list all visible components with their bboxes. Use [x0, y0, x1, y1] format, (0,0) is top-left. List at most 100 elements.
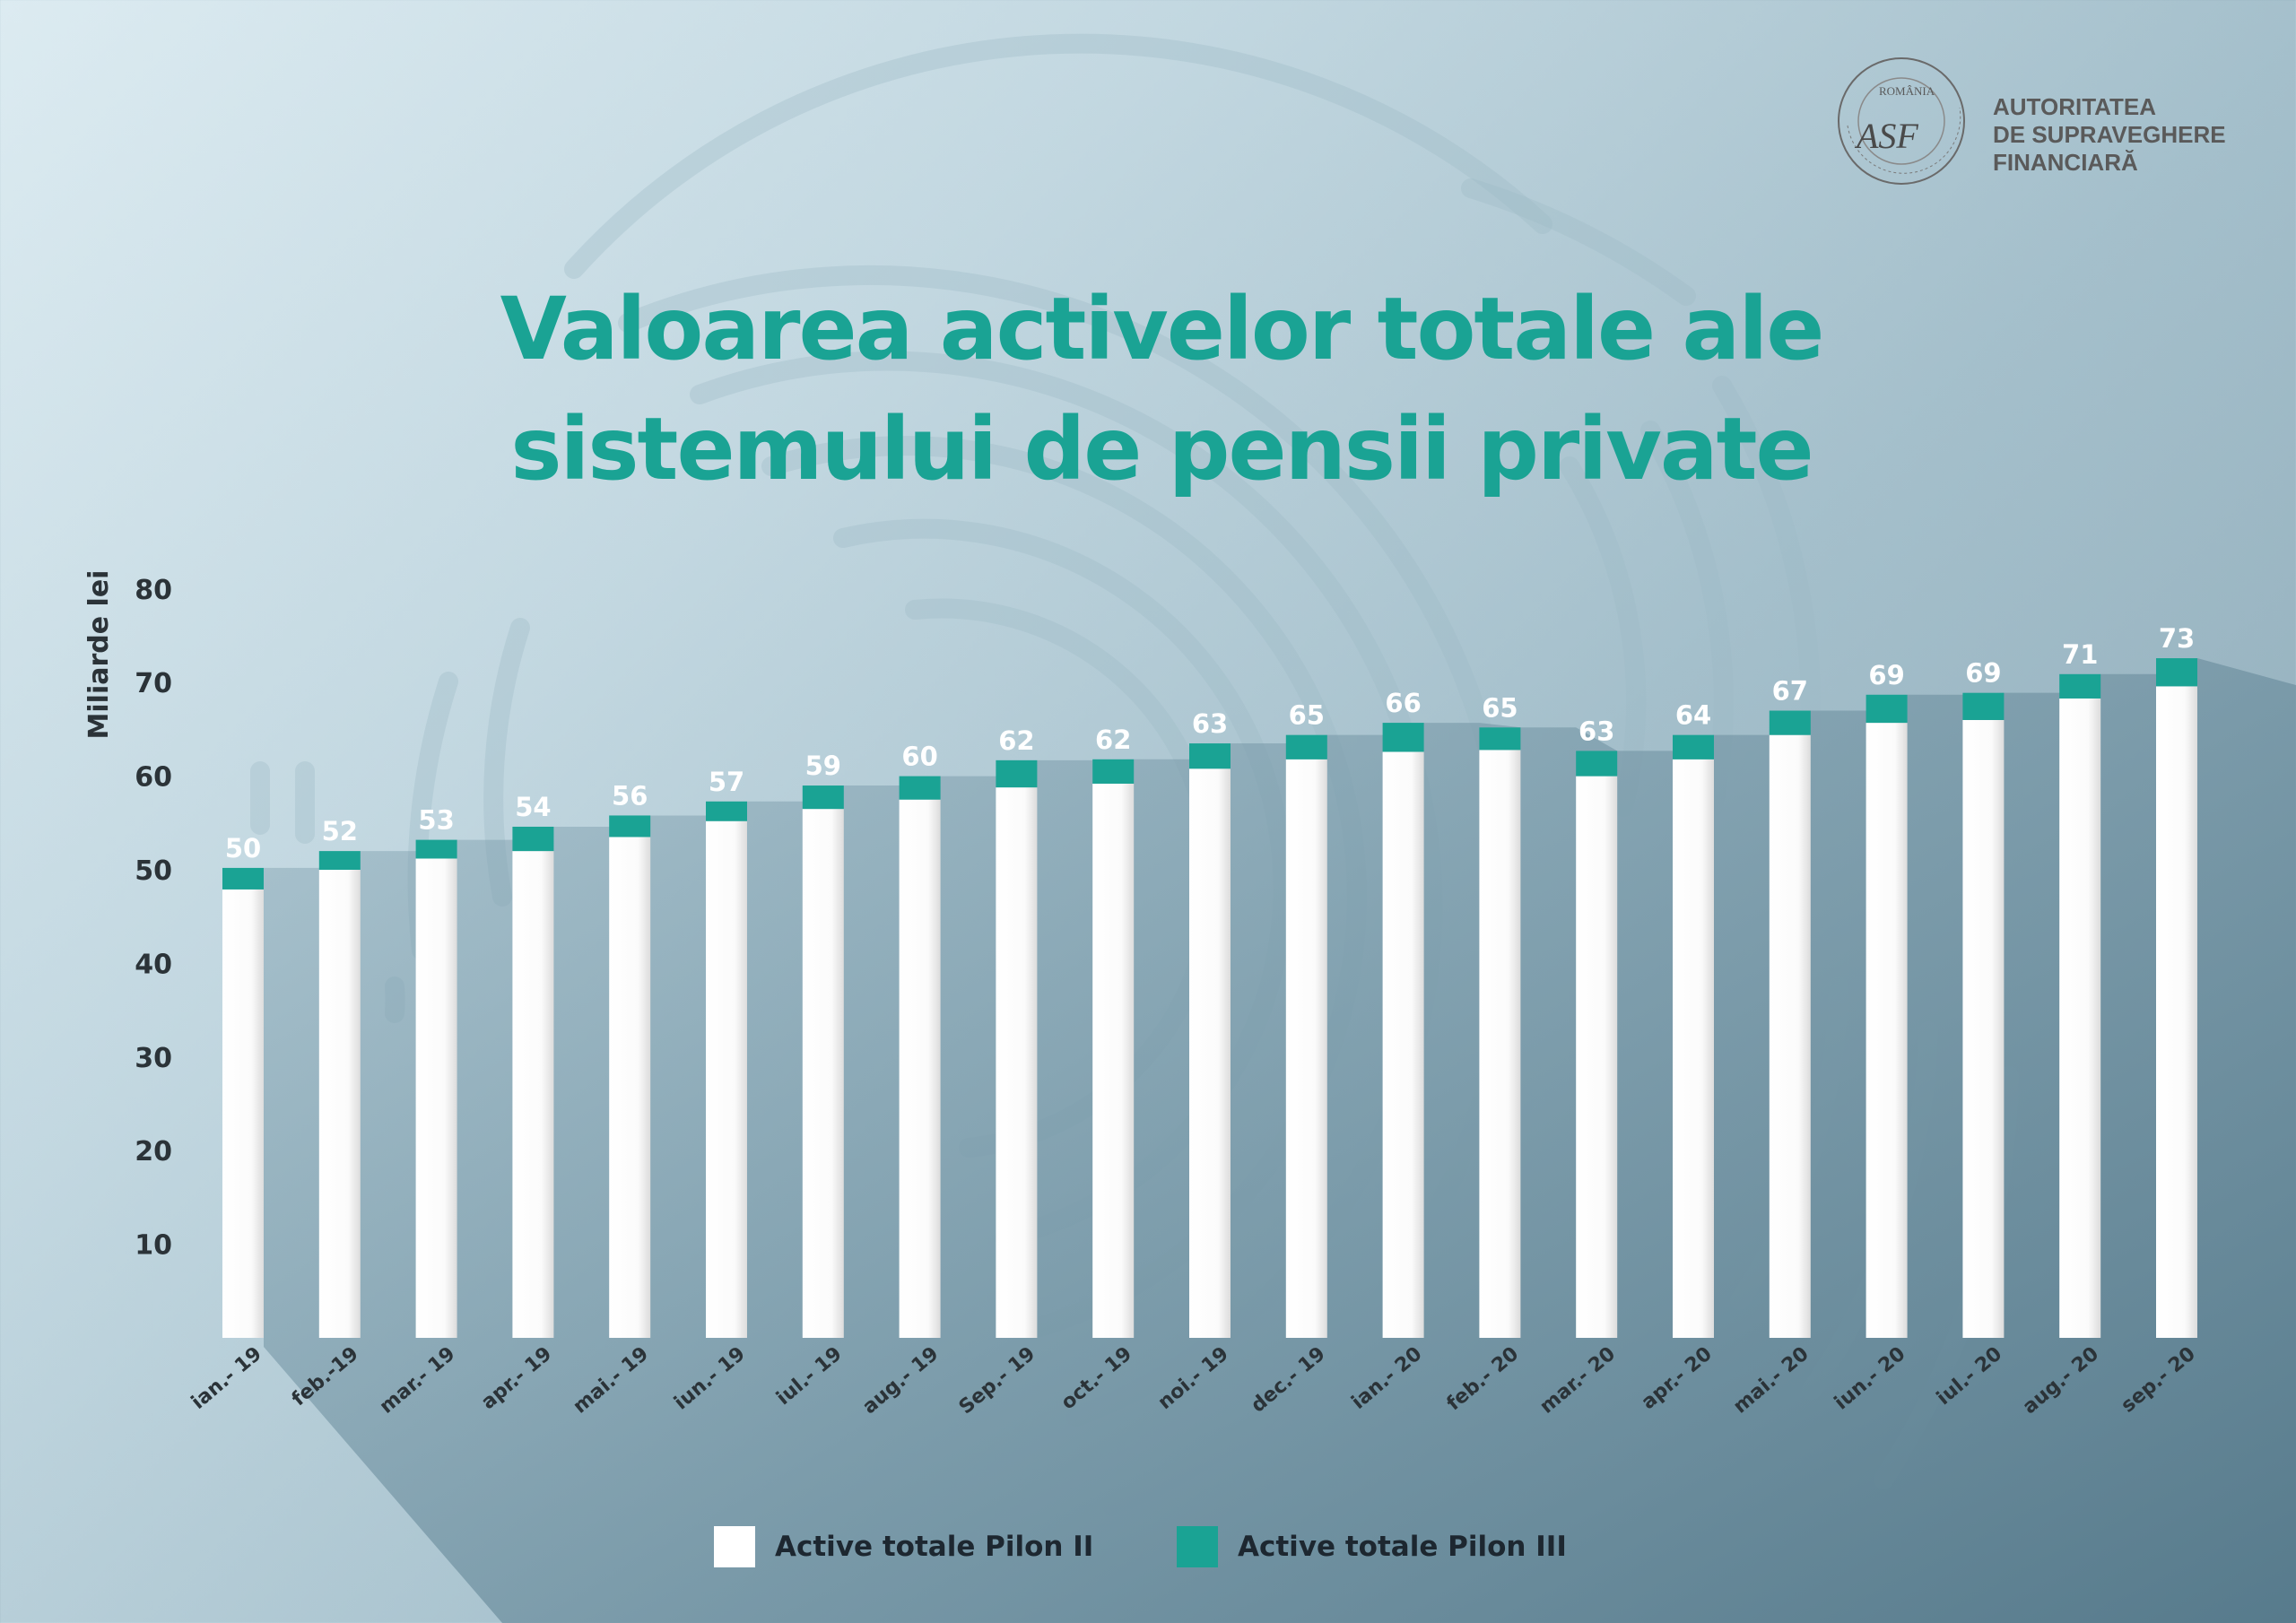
- y-tick-label: 40: [135, 949, 172, 980]
- legend-item-pilon2: Active totale Pilon II: [714, 1526, 1093, 1567]
- bar-pilon2: [415, 858, 457, 1338]
- asf-logo-text: AUTORITATEA DE SUPRAVEGHERE FINANCIARĂ: [1993, 93, 2226, 177]
- y-tick-label: 10: [135, 1230, 172, 1262]
- bar-total-label: 67: [1772, 676, 1808, 707]
- bar-pilon2: [706, 820, 747, 1338]
- x-tick-label: mai.- 19: [570, 1342, 654, 1418]
- x-tick-label: aug.- 19: [858, 1342, 943, 1419]
- bar-pilon3: [1382, 723, 1424, 752]
- x-axis-ticks: ian.- 19 feb.-19 mar.- 19 apr.- 19 mai.- 19 i…: [187, 1342, 2200, 1419]
- bar-pilon3: [222, 867, 264, 890]
- bar-pilon3: [1866, 694, 1908, 724]
- bar-pilon2: [222, 889, 264, 1338]
- logo-name-line1: AUTORITATEA: [1993, 93, 2156, 120]
- bar-pilon3: [2059, 673, 2101, 699]
- x-tick-label: feb.- 20: [1443, 1342, 1524, 1415]
- legend-swatch-pilon3: [1177, 1526, 1218, 1567]
- bar-pilon3: [512, 826, 554, 852]
- x-tick-label: ian.- 19: [187, 1342, 266, 1413]
- bar-pilon3: [1189, 743, 1231, 769]
- bars: [222, 658, 2197, 1338]
- bar-pilon2: [1673, 759, 1714, 1338]
- legend-item-pilon3: Active totale Pilon III: [1177, 1526, 1567, 1567]
- x-tick-label: sep.- 20: [2118, 1342, 2200, 1417]
- bar-pilon2: [1479, 750, 1521, 1338]
- x-tick-label: apr.- 20: [1638, 1342, 1717, 1414]
- x-tick-label: dec.- 19: [1247, 1342, 1329, 1417]
- y-tick-label: 70: [135, 668, 172, 699]
- bar-pilon3: [996, 759, 1038, 788]
- bar-total-label: 56: [612, 780, 648, 811]
- legend-label-pilon2: Active totale Pilon II: [775, 1531, 1094, 1563]
- bar-total-label: 60: [901, 742, 937, 772]
- bar-pilon2: [996, 787, 1038, 1338]
- x-tick-label: apr.- 19: [477, 1342, 556, 1414]
- bar-pilon2: [318, 870, 361, 1338]
- bar-pilon3: [802, 785, 844, 810]
- bar-pilon3: [318, 851, 361, 870]
- bar-pilon2: [1285, 759, 1327, 1338]
- x-tick-label: mar.- 20: [1535, 1342, 1620, 1418]
- x-tick-label: iun.- 20: [1831, 1342, 1910, 1414]
- bar-pilon3: [1673, 734, 1714, 759]
- x-tick-label: noi.- 19: [1154, 1342, 1233, 1414]
- bar-total-label: 63: [1578, 716, 1614, 746]
- x-tick-label: mar.- 19: [376, 1342, 460, 1418]
- bar-pilon2: [1866, 723, 1908, 1338]
- x-tick-label: mai.- 20: [1729, 1342, 1813, 1418]
- bar-pilon3: [1479, 727, 1521, 751]
- bar-pilon2: [1962, 719, 2005, 1338]
- data-labels: 50 52 53 54 56 57 59 60 62 62 63 65 66 65 63 64 67 69 69 71…: [225, 623, 2195, 864]
- bar-pilon2: [802, 809, 844, 1338]
- bar-total-label: 50: [225, 833, 261, 864]
- bar-pilon2: [609, 837, 651, 1338]
- bar-total-label: 65: [1482, 692, 1518, 723]
- bar-total-label: 62: [998, 725, 1034, 756]
- x-tick-label: aug.- 20: [2019, 1342, 2103, 1419]
- bar-total-label: 63: [1192, 708, 1228, 739]
- y-tick-label: 30: [135, 1043, 172, 1074]
- bar-total-label: 69: [1868, 660, 1904, 690]
- bar-pilon3: [1576, 751, 1618, 777]
- x-tick-label: iul.- 19: [772, 1342, 846, 1410]
- bar-pilon3: [1285, 734, 1327, 759]
- bar-total-label: 54: [515, 792, 551, 822]
- bar-pilon2: [1382, 751, 1424, 1338]
- bar-pilon2: [512, 851, 554, 1338]
- bar-pilon3: [415, 839, 457, 859]
- bar-total-label: 57: [709, 767, 744, 797]
- bar-pilon2: [899, 799, 941, 1338]
- asf-logo: ROMÂNIA ASF: [1838, 57, 1965, 185]
- x-tick-label: oct.- 19: [1057, 1342, 1136, 1414]
- svg-text:ASF: ASF: [1854, 116, 1918, 156]
- logo-name-line2: DE SUPRAVEGHERE: [1993, 121, 2226, 148]
- logo-name-line3: FINANCIARĂ: [1993, 149, 2138, 176]
- bar-pilon3: [1769, 710, 1811, 735]
- x-tick-label: Sep.- 19: [955, 1342, 1039, 1419]
- svg-text:ROMÂNIA: ROMÂNIA: [1879, 84, 1935, 98]
- bar-total-label: 65: [1289, 700, 1325, 731]
- bar-total-label: 59: [805, 751, 841, 781]
- bar-pilon3: [2156, 658, 2197, 687]
- chart-title: Valoarea activelor totale ale sistemului…: [0, 269, 2296, 509]
- y-tick-label: 80: [135, 575, 172, 606]
- bar-total-label: 53: [418, 805, 454, 836]
- bar-pilon3: [1092, 759, 1135, 784]
- bar-pilon3: [1962, 692, 2005, 720]
- bar-total-label: 73: [2159, 623, 2195, 654]
- bar-pilon3: [706, 801, 747, 821]
- bar-pilon2: [1092, 783, 1135, 1338]
- bar-total-label: 66: [1385, 688, 1421, 718]
- x-tick-label: iul.- 20: [1933, 1342, 2006, 1410]
- bar-pilon3: [609, 815, 651, 838]
- chart-title-line1: Valoarea activelor totale ale: [500, 279, 1825, 379]
- y-tick-label: 60: [135, 762, 172, 794]
- bar-pilon2: [1189, 768, 1231, 1338]
- x-tick-label: iun.- 19: [670, 1342, 750, 1414]
- legend-label-pilon3: Active totale Pilon III: [1238, 1531, 1567, 1563]
- bar-total-label: 64: [1675, 700, 1711, 731]
- y-tick-label: 50: [135, 855, 172, 887]
- bar-pilon2: [2156, 686, 2197, 1338]
- bar-pilon3: [899, 776, 941, 800]
